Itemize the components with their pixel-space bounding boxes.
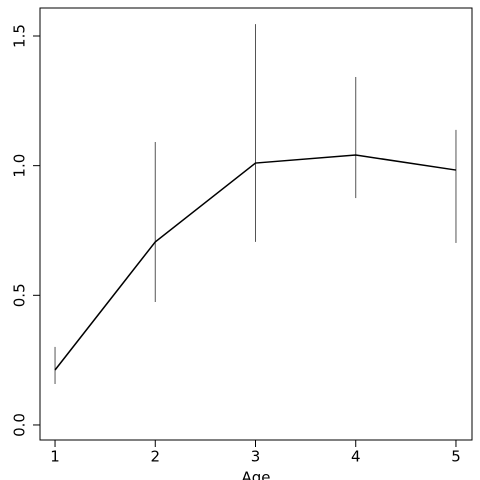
y-tick-label: 1.5: [11, 24, 29, 48]
y-tick-label: 0.0: [11, 413, 29, 437]
x-tick-label: 3: [251, 448, 261, 466]
y-tick-label: 1.0: [11, 154, 29, 178]
y-tick-label: 0.5: [11, 283, 29, 307]
x-tick-label: 1: [50, 448, 60, 466]
plot-frame: [39, 7, 473, 441]
x-tick-label: 5: [451, 448, 461, 466]
data-line: [54, 154, 457, 371]
x-tick-label: 2: [150, 448, 160, 466]
x-axis-label: Age: [241, 469, 270, 480]
x-tick-label: 4: [351, 448, 361, 466]
